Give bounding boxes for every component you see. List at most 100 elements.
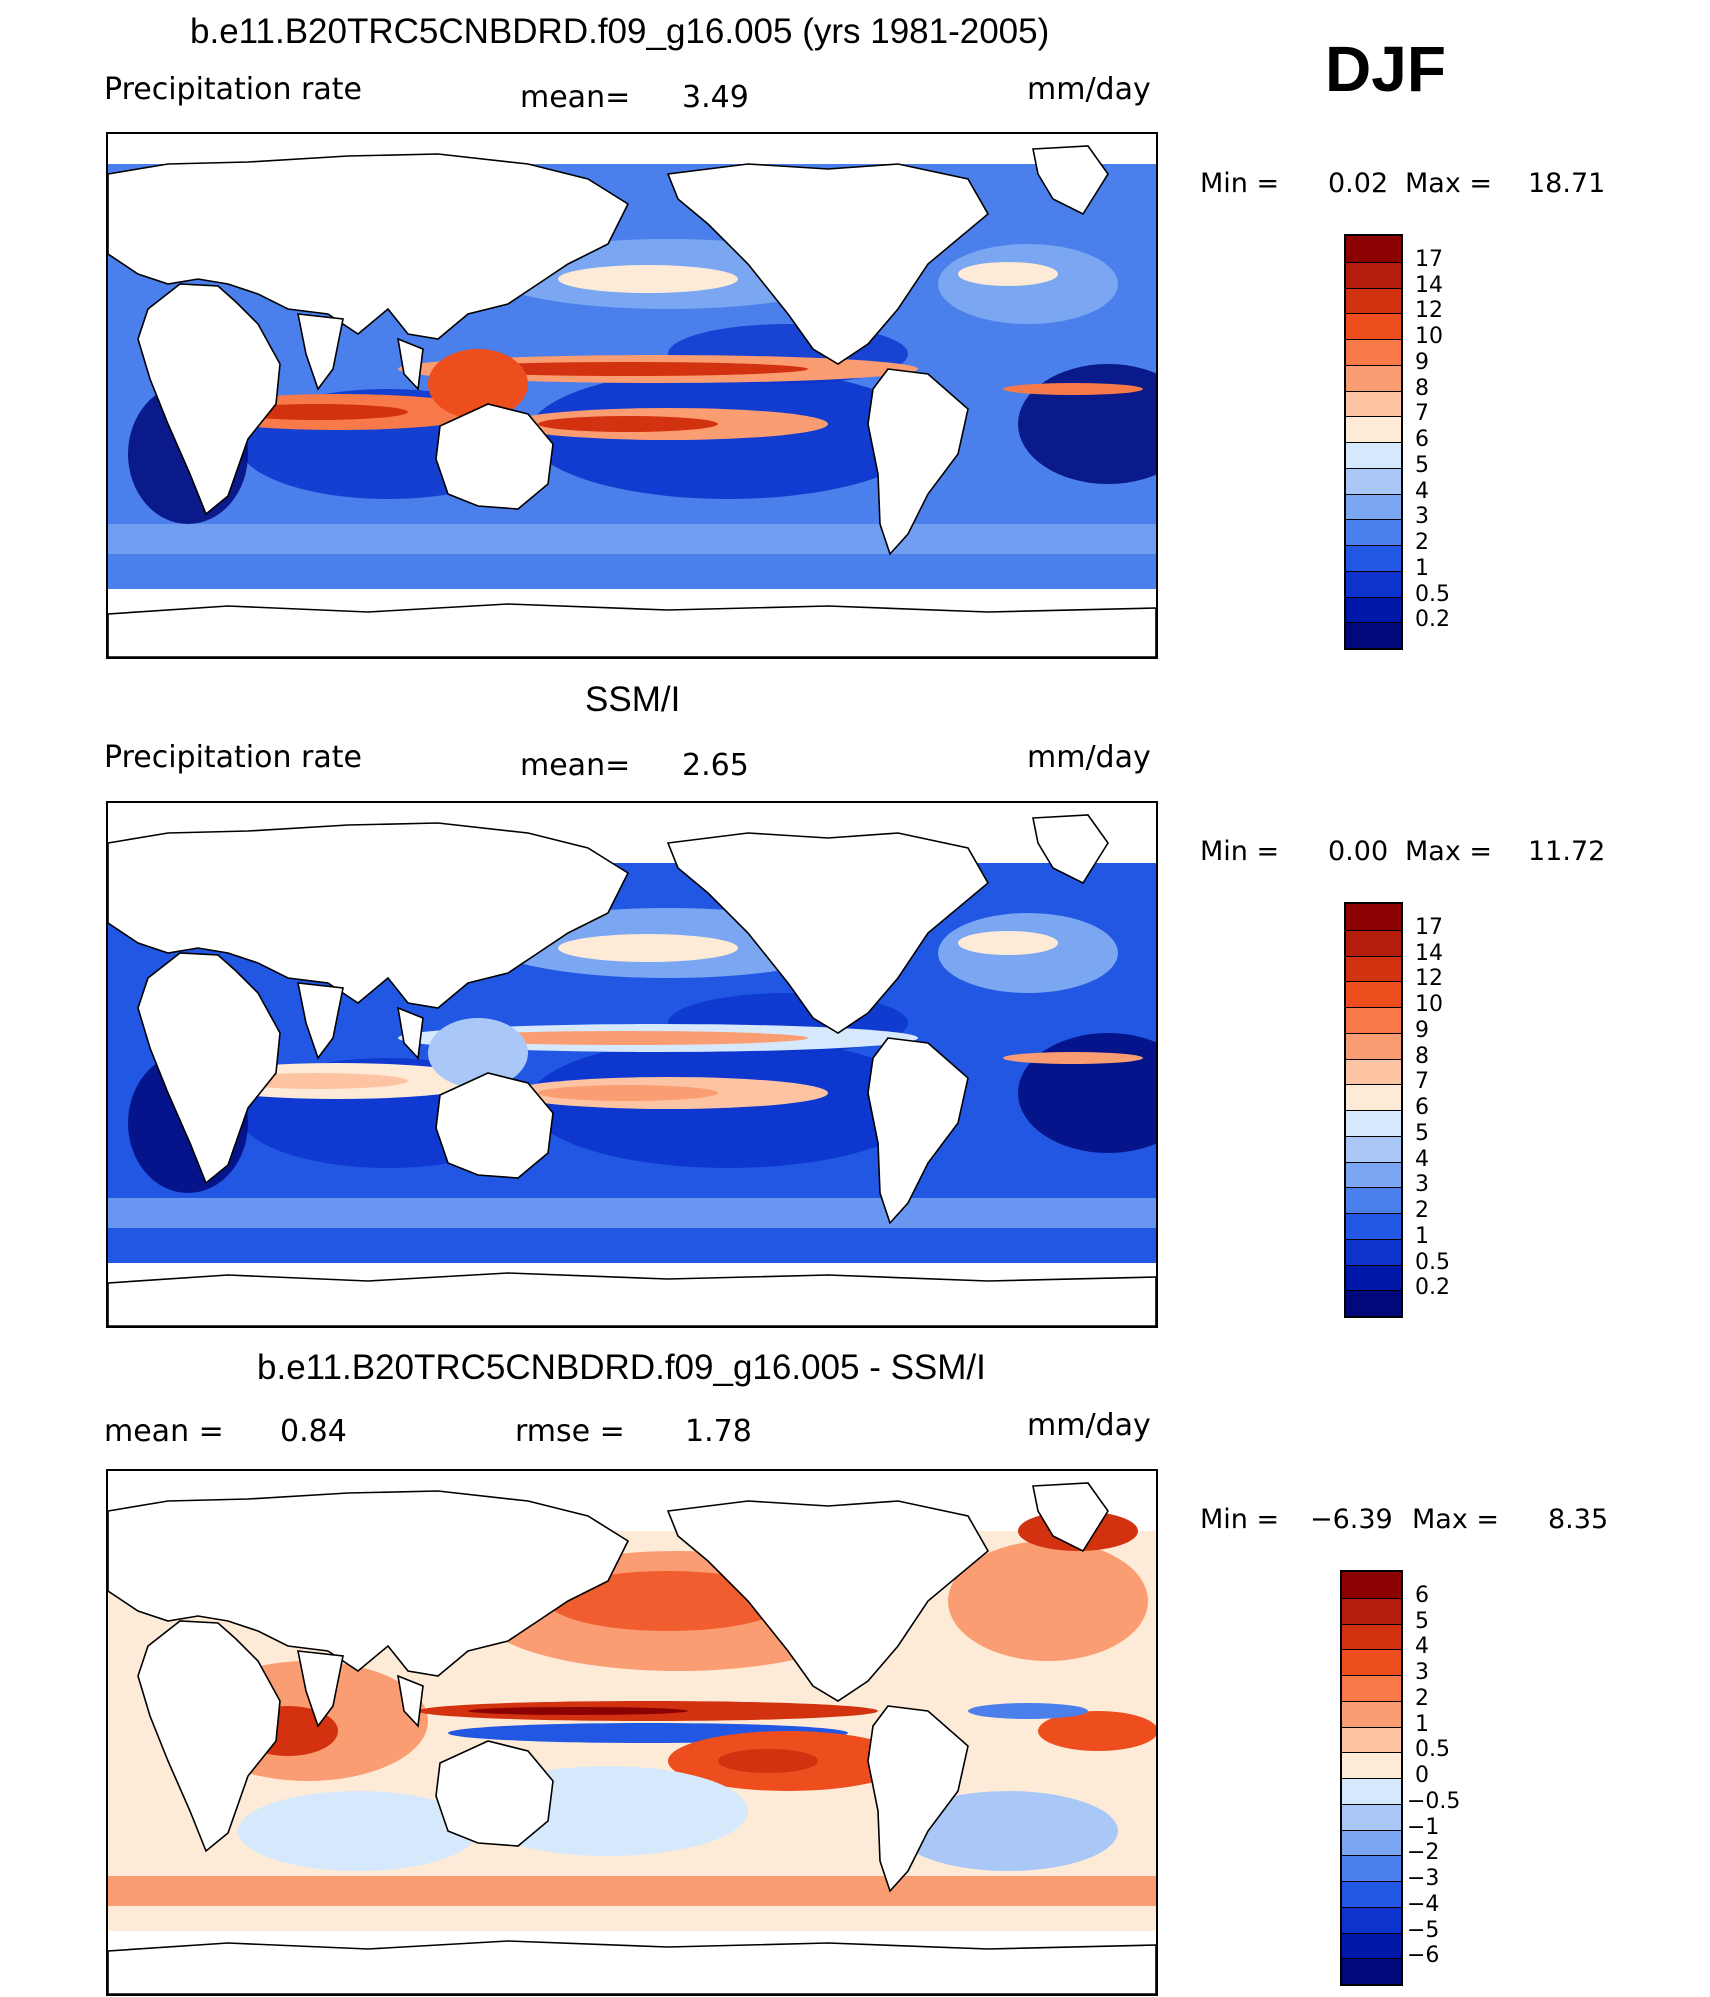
colorbar-segment <box>1342 1855 1401 1881</box>
colorbar-segment <box>1342 1829 1401 1856</box>
colorbar-segment <box>1346 1238 1401 1265</box>
colorbar-segment <box>1346 1058 1401 1085</box>
colorbar-tick-label: 0.2 <box>1415 607 1450 633</box>
season-label: DJF <box>1325 33 1446 105</box>
colorbar-tick-label: −5 <box>1407 1917 1440 1943</box>
colorbar-segment <box>1342 1597 1401 1624</box>
colorbar-segment <box>1342 1675 1401 1701</box>
colorbar-tick-label: 7 <box>1415 401 1429 427</box>
panel-1-title: b.e11.B20TRC5CNBDRD.f09_g16.005 (yrs 198… <box>190 12 1050 51</box>
colorbar-segment <box>1346 287 1401 314</box>
colorbar-tick-label: −0.5 <box>1407 1788 1461 1814</box>
colorbar-tick-label: −4 <box>1407 1891 1440 1917</box>
panel-1-colorbar <box>1344 234 1403 650</box>
colorbar-tick-label: 8 <box>1415 1043 1429 1069</box>
colorbar-tick-label: 2 <box>1415 1685 1429 1711</box>
colorbar-tick-label: 3 <box>1415 1660 1429 1685</box>
colorbar-segment <box>1346 1135 1401 1162</box>
colorbar-segment <box>1346 955 1401 982</box>
colorbar-tick-label: 4 <box>1415 478 1429 504</box>
colorbar-segment <box>1342 1752 1401 1778</box>
colorbar-tick-label: 0.5 <box>1415 1249 1450 1275</box>
panel-3-map <box>106 1469 1158 1996</box>
colorbar-segment <box>1346 519 1401 545</box>
colorbar-tick-label: 0.2 <box>1415 1275 1450 1301</box>
panel-2-max-label: Max = <box>1405 836 1493 867</box>
colorbar-segment <box>1346 981 1401 1007</box>
colorbar-tick-label: −2 <box>1407 1840 1440 1866</box>
colorbar-segment <box>1346 1213 1401 1239</box>
panel-1-units: mm/day <box>1027 72 1151 107</box>
colorbar-segment <box>1342 1623 1401 1650</box>
colorbar-tick-label: 3 <box>1415 1172 1429 1198</box>
colorbar-tick-label: 0 <box>1415 1763 1429 1788</box>
colorbar-segment <box>1346 929 1401 956</box>
colorbar-segment <box>1346 1187 1401 1213</box>
colorbar-tick-label: 12 <box>1415 966 1443 992</box>
colorbar-segment <box>1342 1803 1401 1830</box>
colorbar-segment <box>1346 1161 1401 1188</box>
colorbar-segment <box>1346 236 1401 262</box>
colorbar-tick-label: 2 <box>1415 530 1429 555</box>
panel-3-min-label: Min = <box>1200 1504 1280 1535</box>
colorbar-tick-label: 6 <box>1415 427 1429 452</box>
panel-2-map <box>106 801 1158 1328</box>
colorbar-segment <box>1346 390 1401 417</box>
colorbar-segment <box>1342 1726 1401 1753</box>
colorbar-segment <box>1342 1649 1401 1675</box>
panel-1-mean-value: 3.49 <box>682 80 749 115</box>
panel-2-variable-label: Precipitation rate <box>104 740 362 775</box>
panel-1-max-label: Max = <box>1405 168 1493 199</box>
panel-3-rmse-value: 1.78 <box>685 1414 752 1449</box>
colorbar-tick-label: 14 <box>1415 272 1443 298</box>
panel-3-units: mm/day <box>1027 1408 1151 1443</box>
panel-2-units: mm/day <box>1027 740 1151 775</box>
colorbar-tick-label: 1 <box>1415 1711 1429 1737</box>
colorbar-segment <box>1346 467 1401 494</box>
colorbar-tick-label: 2 <box>1415 1198 1429 1223</box>
colorbar-segment <box>1342 1572 1401 1598</box>
colorbar-segment <box>1346 622 1401 648</box>
colorbar-tick-label: 4 <box>1415 1146 1429 1172</box>
colorbar-tick-label: −3 <box>1407 1866 1440 1891</box>
colorbar-segment <box>1346 570 1401 597</box>
colorbar-tick-label: 17 <box>1415 914 1443 940</box>
colorbar-segment <box>1346 1084 1401 1110</box>
colorbar-segment <box>1346 904 1401 930</box>
panel-3-max-value: 8.35 <box>1548 1504 1609 1535</box>
colorbar-segment <box>1346 364 1401 391</box>
colorbar-segment <box>1346 596 1401 623</box>
colorbar-tick-label: 7 <box>1415 1069 1429 1095</box>
colorbar-segment <box>1346 416 1401 442</box>
colorbar-tick-label: 17 <box>1415 246 1443 272</box>
colorbar-segment <box>1346 1110 1401 1136</box>
panel-1-max-value: 18.71 <box>1528 168 1606 199</box>
colorbar-tick-label: −6 <box>1407 1943 1440 1969</box>
colorbar-tick-label: 5 <box>1415 1608 1429 1634</box>
panel-3-max-label: Max = <box>1412 1504 1500 1535</box>
colorbar-tick-label: 12 <box>1415 298 1443 324</box>
colorbar-tick-label: 10 <box>1415 992 1443 1017</box>
panel-2-colorbar <box>1344 902 1403 1318</box>
colorbar-tick-label: −1 <box>1407 1814 1440 1840</box>
panel-2-mean-value: 2.65 <box>682 748 749 783</box>
colorbar-tick-label: 3 <box>1415 504 1429 530</box>
colorbar-segment <box>1342 1881 1401 1907</box>
panel-2-mean-label: mean= <box>520 748 631 783</box>
colorbar-segment <box>1346 545 1401 571</box>
panel-1-mean-label: mean= <box>520 80 631 115</box>
panel-3-colorbar <box>1340 1570 1403 1986</box>
panel-2-min-value: 0.00 <box>1328 836 1389 867</box>
colorbar-segment <box>1346 493 1401 520</box>
colorbar-tick-label: 1 <box>1415 1223 1429 1249</box>
continent-outlines <box>108 1482 1156 1994</box>
colorbar-tick-label: 6 <box>1415 1582 1429 1608</box>
colorbar-tick-label: 14 <box>1415 940 1443 966</box>
panel-3-min-value: −6.39 <box>1310 1504 1393 1535</box>
colorbar-segment <box>1346 442 1401 468</box>
panel-1-min-label: Min = <box>1200 168 1280 199</box>
continent-outlines <box>108 814 1156 1326</box>
continent-outlines <box>108 145 1156 657</box>
panel-2-max-value: 11.72 <box>1528 836 1606 867</box>
colorbar-segment <box>1342 1700 1401 1727</box>
